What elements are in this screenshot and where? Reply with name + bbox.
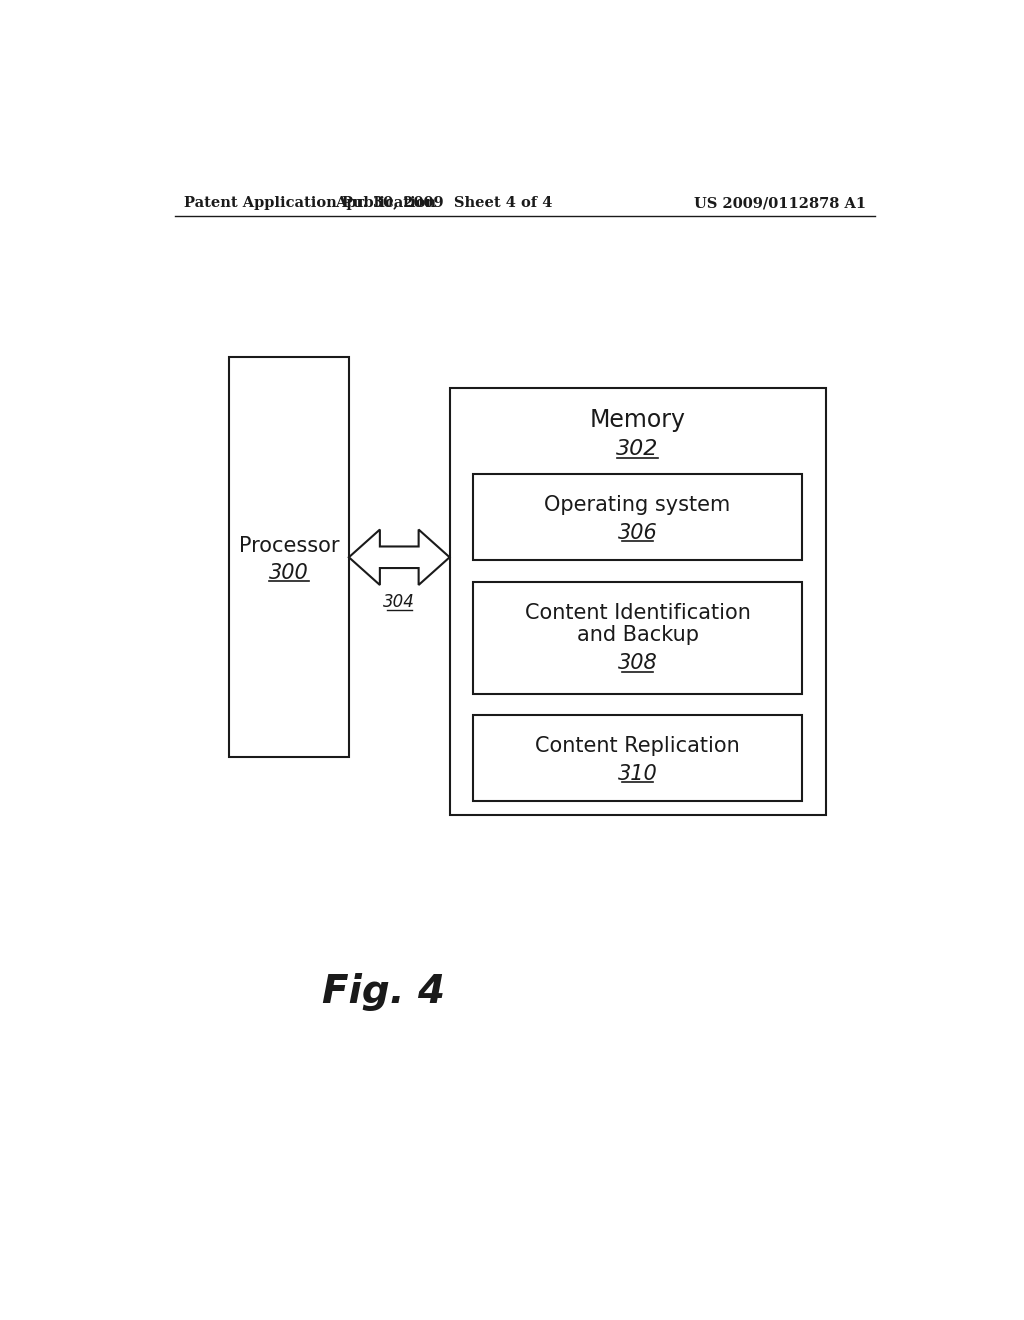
- Text: Operating system: Operating system: [545, 495, 731, 515]
- Text: Content Replication: Content Replication: [536, 737, 740, 756]
- Text: 300: 300: [269, 562, 308, 582]
- Bar: [473, 474, 802, 561]
- Bar: [228, 358, 349, 758]
- Polygon shape: [349, 529, 450, 585]
- Text: Patent Application Publication: Patent Application Publication: [183, 197, 436, 210]
- Text: US 2009/0112878 A1: US 2009/0112878 A1: [693, 197, 866, 210]
- Text: 306: 306: [617, 523, 657, 543]
- Text: 310: 310: [617, 764, 657, 784]
- Text: 308: 308: [617, 653, 657, 673]
- Text: Fig. 4: Fig. 4: [323, 973, 445, 1011]
- Text: Apr. 30, 2009  Sheet 4 of 4: Apr. 30, 2009 Sheet 4 of 4: [336, 197, 553, 210]
- Text: Processor: Processor: [239, 536, 339, 557]
- Text: 304: 304: [383, 593, 415, 611]
- Bar: [473, 582, 802, 693]
- Bar: [450, 388, 825, 816]
- Text: Content Identification: Content Identification: [524, 603, 751, 623]
- Bar: [473, 715, 802, 801]
- Text: 302: 302: [616, 440, 658, 459]
- Text: Memory: Memory: [590, 408, 685, 432]
- Text: and Backup: and Backup: [577, 624, 698, 644]
